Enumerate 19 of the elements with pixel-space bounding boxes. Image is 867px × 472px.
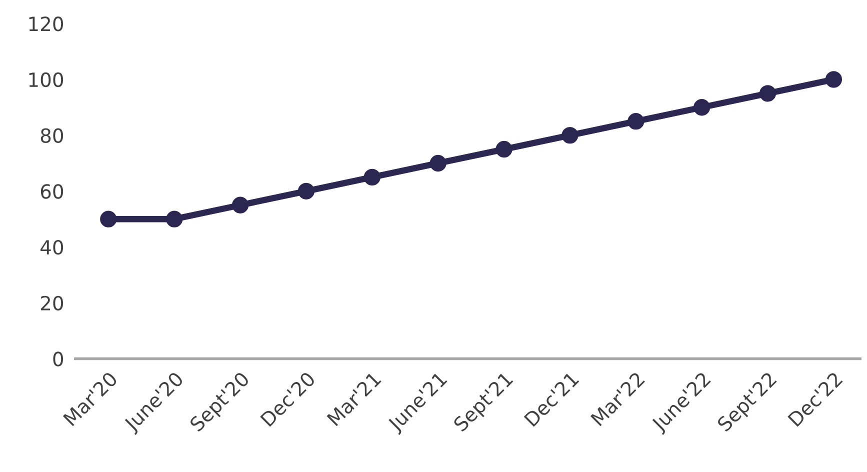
y-tick-label: 0 — [53, 352, 64, 366]
y-tick-label: 40 — [40, 240, 64, 255]
point — [100, 210, 117, 228]
point — [825, 71, 842, 88]
y-tick-label: 60 — [40, 184, 64, 199]
point — [232, 196, 249, 214]
point — [496, 140, 512, 158]
point — [166, 210, 183, 228]
point — [628, 113, 644, 130]
point — [693, 99, 710, 116]
point — [364, 168, 380, 186]
y-tick-label: 20 — [41, 296, 64, 311]
point — [562, 126, 578, 144]
point — [430, 154, 446, 172]
y-tick-label: 100 — [29, 72, 64, 88]
point — [298, 182, 315, 200]
y-tick-label: 120 — [29, 16, 64, 32]
point — [759, 85, 776, 102]
y-tick-label: 80 — [40, 128, 64, 143]
